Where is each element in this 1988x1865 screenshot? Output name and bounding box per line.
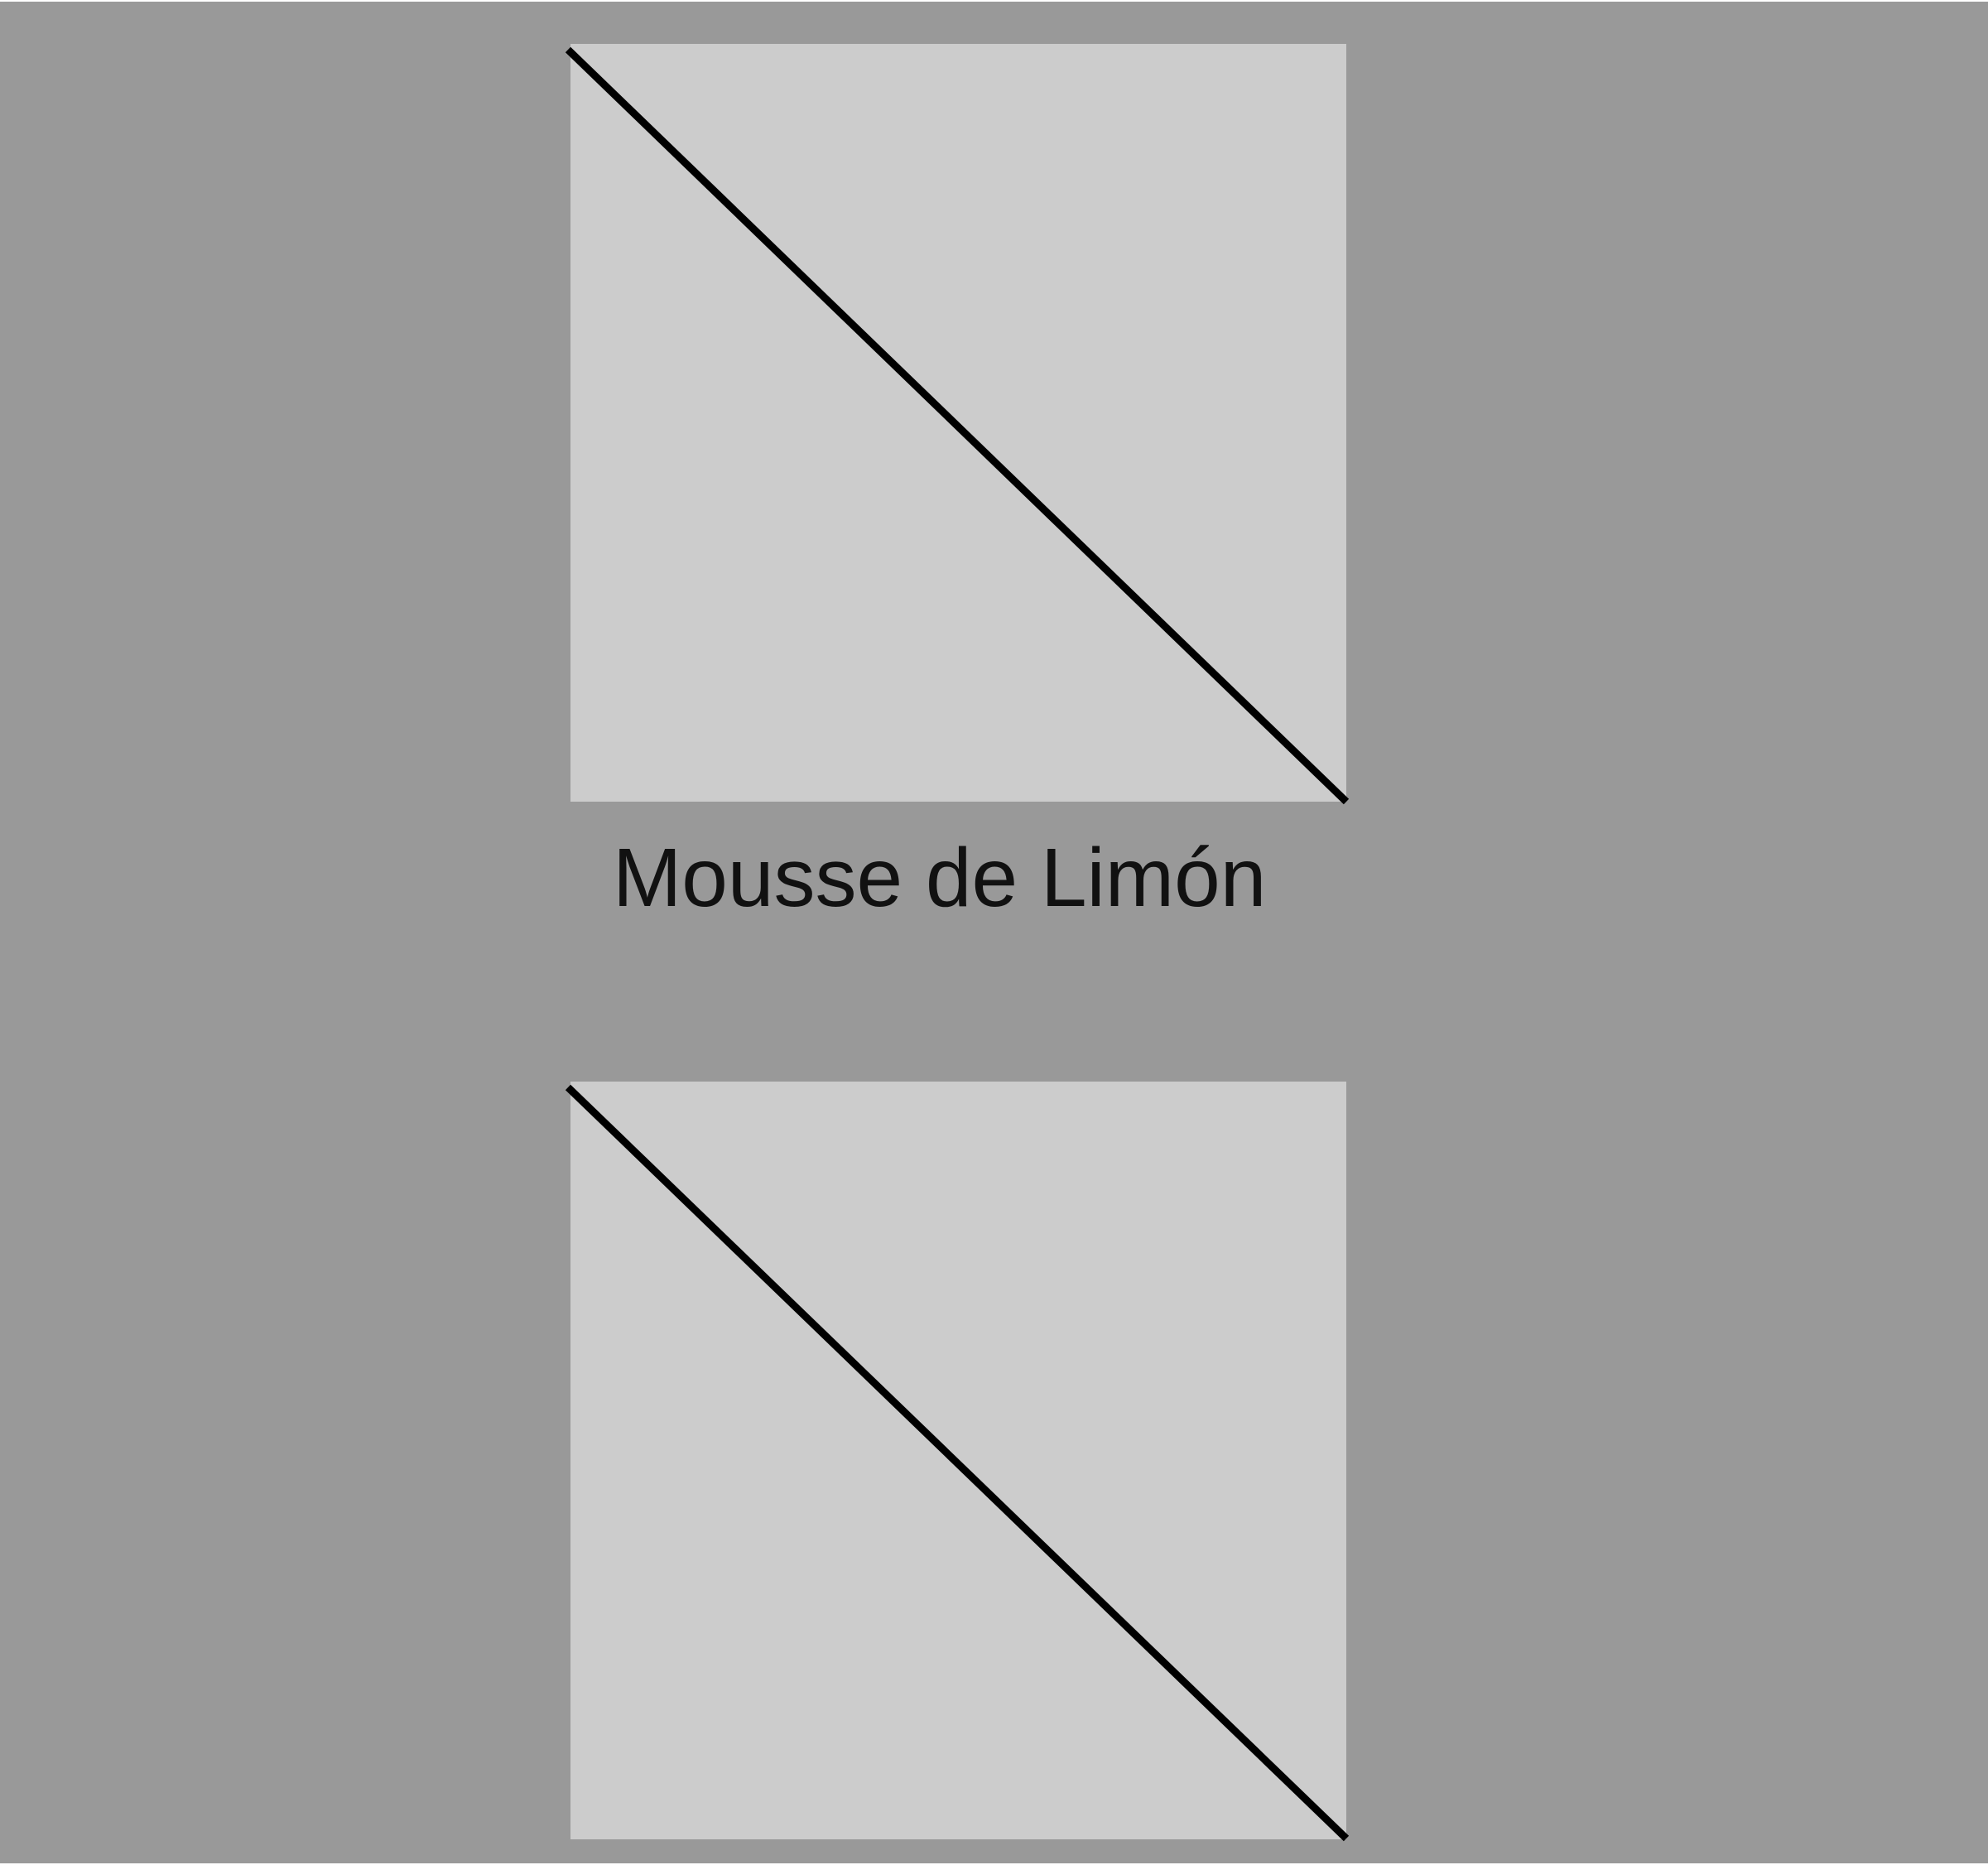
top-image-placeholder bbox=[570, 44, 1346, 802]
caption-text: Mousse de Limón bbox=[613, 831, 1267, 924]
bottom-image-placeholder bbox=[570, 1082, 1346, 1839]
